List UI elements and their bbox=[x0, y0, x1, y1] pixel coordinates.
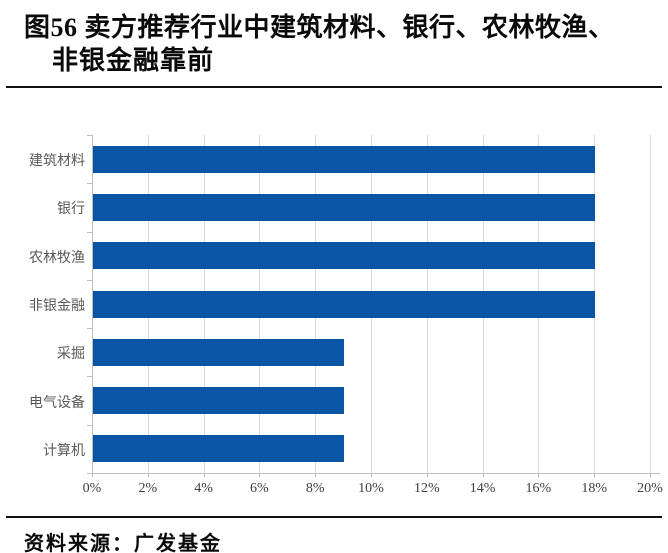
y-axis-label: 银行 bbox=[57, 200, 85, 217]
figure-title-line1: 图56 卖方推荐行业中建筑材料、银行、农林牧渔、 bbox=[24, 13, 615, 42]
x-axis-label: 14% bbox=[469, 481, 496, 496]
y-axis-label: 建筑材料 bbox=[29, 152, 85, 169]
y-tick-mark bbox=[87, 183, 92, 185]
y-axis-label: 电气设备 bbox=[29, 393, 85, 410]
title-divider bbox=[6, 86, 662, 88]
y-axis-label: 农林牧渔 bbox=[29, 248, 85, 265]
bar-农林牧渔 bbox=[93, 242, 596, 270]
y-tick-mark bbox=[87, 279, 92, 281]
x-axis-line bbox=[92, 473, 660, 474]
source-note: 资料来源：广发基金 bbox=[24, 533, 222, 553]
x-tick-mark bbox=[92, 473, 93, 477]
y-tick-mark bbox=[87, 231, 92, 233]
y-tick-mark bbox=[87, 473, 92, 474]
x-axis-label: 2% bbox=[138, 481, 158, 496]
x-axis-label: 20% bbox=[637, 481, 663, 496]
y-axis-label: 计算机 bbox=[43, 441, 85, 458]
bar-建筑材料 bbox=[93, 145, 596, 173]
gridline bbox=[650, 135, 651, 473]
x-axis-label: 16% bbox=[525, 481, 552, 496]
y-tick-mark bbox=[87, 328, 92, 330]
bar-非银金融 bbox=[93, 290, 596, 318]
x-tick-mark bbox=[147, 473, 149, 477]
x-tick-mark bbox=[594, 473, 596, 477]
x-tick-mark bbox=[315, 473, 317, 477]
y-tick-mark bbox=[87, 135, 92, 136]
bar-计算机 bbox=[93, 435, 345, 463]
y-axis-label: 非银金融 bbox=[29, 297, 85, 313]
x-axis-label: 8% bbox=[305, 481, 325, 496]
x-tick-mark bbox=[482, 473, 484, 477]
x-axis-label: 6% bbox=[250, 481, 269, 496]
figure-title-line2: 非银金融靠前 bbox=[52, 46, 215, 75]
x-tick-mark bbox=[203, 473, 205, 477]
bar-电气设备 bbox=[93, 387, 345, 415]
bar-采掘 bbox=[93, 338, 345, 366]
plot-area bbox=[92, 135, 651, 473]
y-axis-label: 采掘 bbox=[57, 345, 85, 362]
figure-title: 图56 卖方推荐行业中建筑材料、银行、农林牧渔、 非银金融靠前 bbox=[0, 0, 668, 77]
x-tick-mark bbox=[426, 473, 428, 477]
x-axis-label: 4% bbox=[194, 481, 213, 496]
y-axis-line bbox=[92, 135, 93, 473]
bar-银行 bbox=[93, 193, 596, 221]
source-divider bbox=[6, 516, 662, 518]
x-tick-mark bbox=[259, 473, 261, 477]
y-tick-mark bbox=[87, 424, 92, 426]
x-tick-mark bbox=[650, 473, 651, 477]
y-tick-mark bbox=[87, 376, 92, 378]
bar-chart: 0% 2% 4% 6% 8% 10% 12% 14% 16% 18% 20% 建筑材料银行农林牧渔非银… bbox=[0, 88, 668, 516]
x-axis-label: 18% bbox=[581, 481, 608, 496]
x-tick-mark bbox=[371, 473, 372, 477]
x-axis-label: 10% bbox=[358, 481, 384, 496]
x-tick-mark bbox=[538, 473, 540, 477]
x-axis-label: 12% bbox=[413, 481, 440, 496]
x-axis-label: 0% bbox=[82, 481, 102, 496]
